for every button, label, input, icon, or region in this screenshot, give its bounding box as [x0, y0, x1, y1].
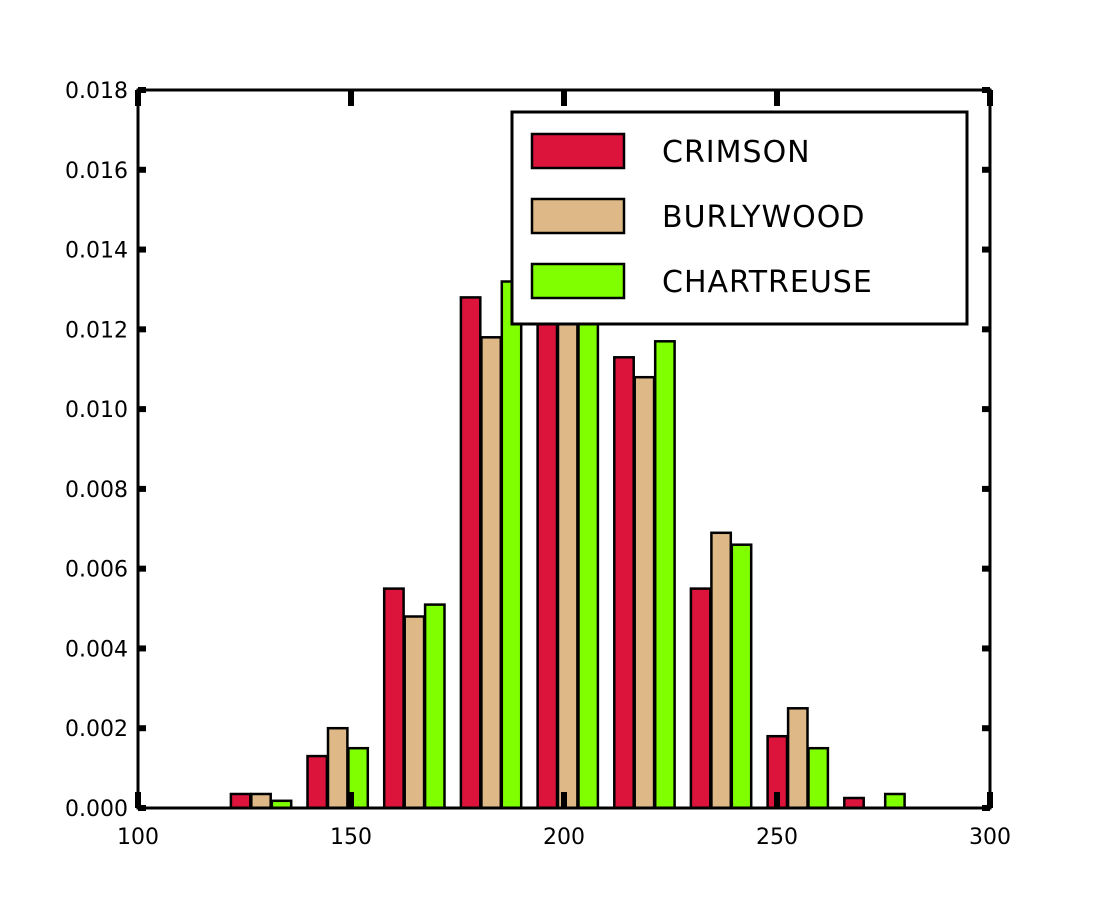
y-tick-label-3: 0.006	[65, 558, 128, 583]
bar-crimson-4	[536, 296, 559, 810]
y-tick-label-1: 0.002	[65, 717, 128, 742]
bar-chartreuse-3	[500, 280, 523, 810]
bar-crimson-3	[459, 296, 482, 810]
x-axis: 100 150 200 250 300	[117, 90, 1011, 850]
legend-swatch-chartreuse	[530, 262, 626, 300]
y-tick-label-0: 0.000	[65, 797, 128, 822]
bar-chartreuse-5	[653, 340, 676, 810]
x-tick-label-0: 100	[117, 825, 159, 850]
bar-burlywood-3	[480, 336, 503, 810]
bar-chartreuse-8	[883, 792, 906, 810]
bar-burlywood-2	[403, 615, 426, 810]
bar-chartreuse-4	[577, 264, 600, 810]
bar-burlywood-0	[250, 792, 272, 810]
bar-burlywood-5	[633, 375, 656, 810]
x-tick-label-1: 150	[330, 825, 372, 850]
legend-swatch-crimson	[530, 132, 626, 170]
bar-crimson-1	[306, 754, 329, 810]
y-tick-label-2: 0.004	[65, 637, 128, 662]
x-tick-label-3: 250	[756, 825, 798, 850]
bar-chartreuse-2	[423, 603, 446, 810]
legend-label-chartreuse: CHARTREUSE	[662, 265, 873, 300]
y-tick-label-9: 0.018	[65, 79, 128, 104]
y-tick-label-7: 0.014	[65, 239, 128, 264]
bar-burlywood-4	[556, 256, 579, 810]
y-tick-label-8: 0.016	[65, 159, 128, 184]
y-tick-label-6: 0.012	[65, 318, 128, 343]
x-tick-label-2: 200	[543, 825, 585, 850]
legend: CRIMSON BURLYWOOD CHARTREUSE	[510, 110, 969, 326]
x-tick-label-4: 300	[969, 825, 1011, 850]
y-tick-label-5: 0.010	[65, 398, 128, 423]
bar-burlywood-7	[786, 707, 809, 810]
bar-crimson-6	[689, 587, 712, 810]
legend-swatch-burlywood	[530, 197, 626, 235]
legend-label-crimson: CRIMSON	[662, 135, 811, 170]
bar-crimson-5	[613, 356, 635, 810]
bars-group	[229, 256, 906, 810]
bar-chartreuse-7	[807, 746, 830, 810]
bar-burlywood-1	[326, 726, 349, 810]
bar-crimson-2	[382, 587, 405, 810]
legend-label-burlywood: BURLYWOOD	[662, 200, 865, 235]
bar-burlywood-6	[710, 531, 733, 810]
bar-crimson-0	[229, 792, 252, 810]
bar-chartreuse-6	[730, 543, 753, 810]
y-tick-label-4: 0.008	[65, 478, 128, 503]
